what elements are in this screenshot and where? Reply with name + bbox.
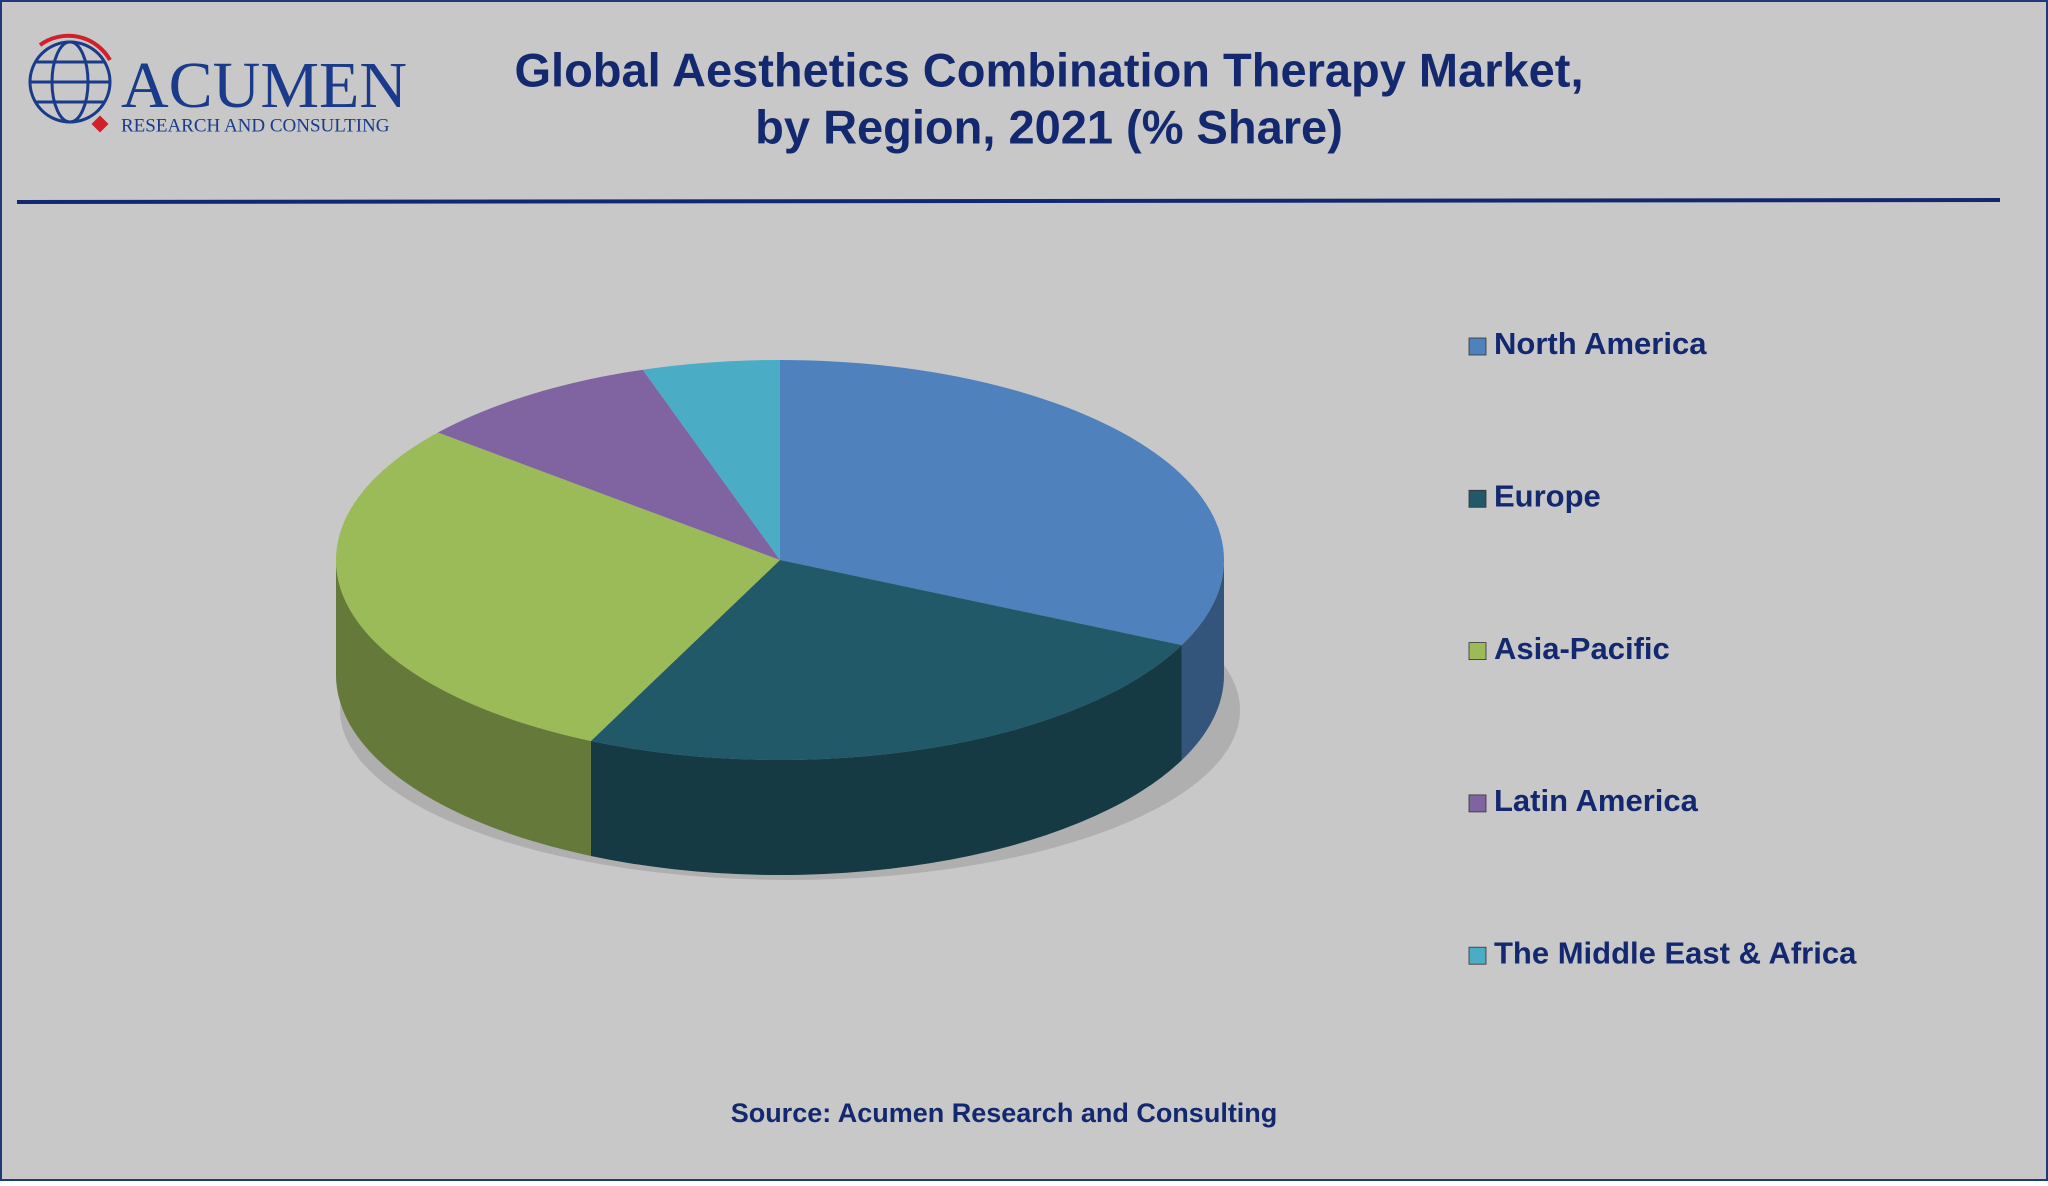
legend-swatch: [1468, 489, 1487, 508]
legend-swatch: [1468, 337, 1487, 356]
title-rule: [16, 198, 2001, 204]
pie: [336, 360, 1224, 875]
slice: [642, 360, 780, 560]
logo-name: ACUMEN: [121, 49, 407, 122]
legend: North America Europe Asia-Pacific Latin Ame…: [1468, 326, 1857, 970]
slice: [437, 369, 780, 560]
chart-title: by Region, 2021 (% Share): [755, 100, 1343, 153]
slice-side-shade: [590, 645, 1182, 875]
slice-side: [590, 645, 1182, 875]
slice: [336, 432, 780, 741]
slice-side-shade: [1181, 560, 1224, 761]
slice-side-shade: [336, 560, 591, 856]
legend-swatch: [1468, 946, 1487, 965]
legend-label: Asia-Pacific: [1494, 631, 1670, 666]
logo-tagline: RESEARCH AND CONSULTING: [121, 115, 390, 136]
source-note: Source: Acumen Research and Consulting: [731, 1098, 1278, 1128]
slice-side: [336, 560, 591, 856]
legend-label: Europe: [1494, 478, 1601, 513]
slice: [590, 560, 1182, 760]
legend-label: North America: [1494, 326, 1707, 361]
logo-globe: [28, 33, 112, 133]
slice: [780, 360, 1224, 646]
chart-title: Global Aesthetics Combination Therapy Ma…: [514, 43, 1583, 96]
legend-swatch: [1468, 642, 1487, 660]
legend-label: Latin America: [1494, 783, 1699, 818]
legend-swatch: [1468, 794, 1487, 813]
slice-side: [1181, 560, 1224, 761]
legend-label: The Middle East & Africa: [1494, 935, 1857, 970]
